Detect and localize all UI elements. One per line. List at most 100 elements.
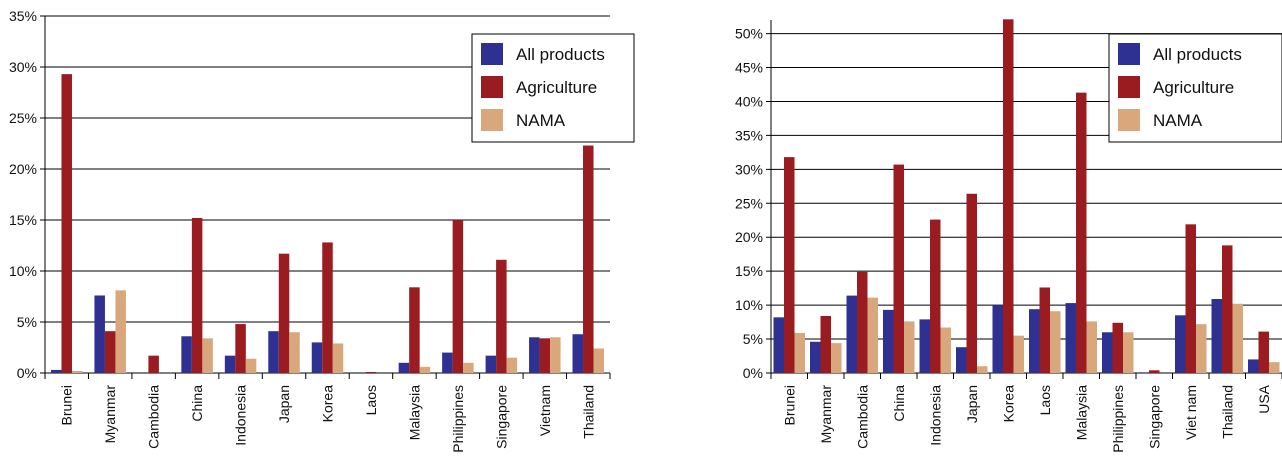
bar-all-products [50, 369, 62, 373]
bar-nama [550, 337, 561, 373]
bar-nama [977, 366, 988, 373]
x-tick-label: Brunei [781, 385, 797, 425]
bar-nama [940, 327, 951, 373]
y-tick-label: 0% [743, 365, 763, 381]
y-tick-label: 0% [17, 365, 37, 381]
bar-all-products [810, 341, 821, 373]
bar-all-products [919, 319, 930, 373]
bar-nama [245, 358, 257, 373]
bar-all-products [883, 309, 894, 373]
legend-label: All products [1153, 45, 1242, 64]
bar-all-products [1102, 332, 1113, 373]
x-tick-label: Laos [363, 385, 379, 415]
bar-all-products [1138, 372, 1149, 373]
bar-nama [904, 321, 915, 373]
bar-all-products [846, 295, 857, 373]
legend-label: Agriculture [1153, 78, 1234, 97]
bar-agriculture [583, 145, 594, 373]
x-tick-label: Malaysia [406, 385, 422, 440]
y-tick-label: 45% [735, 60, 763, 76]
x-tick-label: USA [1256, 384, 1272, 413]
bar-all-products [992, 305, 1003, 373]
bar-agriculture [278, 253, 290, 373]
y-tick-label: 10% [9, 263, 37, 279]
bar-agriculture [930, 219, 941, 373]
legend-label: All products [516, 45, 605, 64]
bar-all-products [181, 336, 192, 373]
bar-agriculture [539, 338, 551, 373]
x-tick-label: Laos [1037, 385, 1053, 415]
bar-nama [1123, 332, 1134, 373]
bar-nama [332, 343, 344, 373]
x-tick-label: China [891, 385, 907, 422]
bar-agriculture [452, 220, 464, 373]
bar-all-products [1065, 303, 1076, 373]
x-tick-label: Philippines [450, 385, 466, 453]
bar-all-products [268, 331, 279, 373]
x-tick-label: Brunei [59, 385, 75, 425]
y-tick-label: 20% [735, 229, 763, 245]
legend-label: NAMA [1153, 111, 1203, 130]
x-tick-label: Cambodia [146, 385, 162, 449]
legend-swatch [1118, 43, 1140, 65]
bar-all-products [572, 334, 584, 373]
y-tick-label: 35% [735, 127, 763, 143]
x-tick-label: Singapore [1146, 385, 1162, 449]
bar-all-products [224, 355, 236, 373]
y-tick-label: 50% [735, 26, 763, 42]
bar-nama [71, 370, 83, 373]
x-tick-label: Philippines [1110, 385, 1126, 453]
bar-all-products [529, 337, 540, 373]
x-tick-label: Thailand [580, 385, 596, 439]
y-tick-label: 15% [9, 212, 37, 228]
x-tick-label: Myanmar [102, 385, 118, 444]
bar-all-products [94, 295, 105, 373]
bar-agriculture [1149, 370, 1160, 373]
bar-nama [506, 357, 518, 373]
x-tick-label: Myanmar [818, 385, 834, 444]
bar-agriculture [191, 217, 203, 373]
y-tick-label: 15% [735, 263, 763, 279]
bar-agriculture [322, 242, 333, 373]
bar-nama [463, 362, 474, 373]
legend-swatch [1118, 109, 1140, 131]
y-tick-label: 25% [735, 195, 763, 211]
y-tick-label: 30% [735, 161, 763, 177]
bar-agriculture [784, 157, 795, 373]
bar-nama [202, 338, 213, 373]
x-tick-label: Cambodia [854, 385, 870, 449]
bar-agriculture [1258, 331, 1269, 373]
bar-all-products [311, 342, 323, 373]
bar-nama [593, 348, 605, 373]
bar-all-products [956, 347, 967, 373]
bar-agriculture [61, 74, 72, 373]
x-tick-label: Vietnam [537, 385, 553, 436]
x-tick-label: Korea [320, 385, 336, 423]
legend-label: Agriculture [516, 78, 597, 97]
legend-swatch [1118, 76, 1140, 98]
bar-agriculture [1185, 224, 1196, 373]
bar-agriculture [1003, 19, 1014, 373]
bar-agriculture [104, 331, 116, 373]
bar-all-products [442, 352, 453, 373]
x-tick-label: Singapore [493, 385, 509, 449]
bar-agriculture [235, 324, 246, 373]
bar-all-products [773, 317, 784, 373]
x-tick-label: Indonesia [927, 385, 943, 446]
y-tick-label: 5% [17, 314, 37, 330]
x-tick-label: Viet nam [1183, 385, 1199, 440]
x-tick-label: Indonesia [233, 385, 249, 446]
bar-nama [1196, 324, 1207, 373]
bar-agriculture [1076, 92, 1087, 373]
bar-all-products [1211, 299, 1222, 373]
x-tick-label: Malaysia [1073, 385, 1089, 440]
bar-chart-left: 0% 5% 10% 15% 20% 25% 30% 35% Brunei Myanmar Cambo… [9, 8, 635, 453]
bar-nama [419, 366, 431, 373]
bar-nama [1050, 311, 1061, 373]
legend-swatch [481, 109, 503, 131]
bar-nama [867, 297, 878, 373]
y-tick-label: 30% [9, 59, 37, 75]
bar-agriculture [148, 355, 159, 373]
bar-all-products [485, 355, 497, 373]
